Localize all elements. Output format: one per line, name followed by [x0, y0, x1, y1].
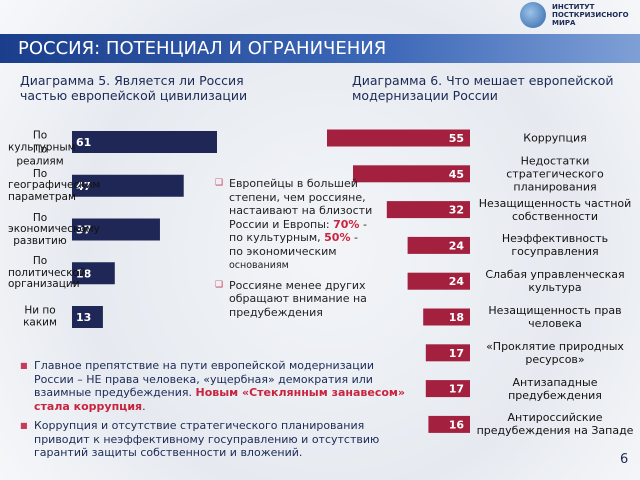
bar: [72, 131, 217, 153]
bar: [423, 308, 470, 326]
bar: [353, 165, 470, 183]
org-line: ИНСТИТУТ: [552, 3, 595, 11]
category-label: Антироссийские предубеждения на Западе: [476, 411, 634, 438]
chart-title: Диаграмма 5. Является ли Россия частью е…: [20, 73, 248, 103]
bar: [72, 262, 115, 285]
text: Россияне менее других обращают внимание …: [229, 278, 367, 319]
category-label: Слабая управленческая культура: [485, 268, 625, 295]
category-label: Антизападные предубеждения: [508, 375, 602, 402]
category-label: «Проклятие природных ресурсов»: [486, 339, 624, 366]
value-label: 16: [449, 418, 465, 431]
bar: [72, 218, 160, 241]
value-label: 17: [449, 347, 464, 360]
value-label: 61: [76, 136, 91, 149]
text: 50%: [324, 231, 351, 244]
text: Европейцы в большей степени, чем россиян…: [229, 177, 373, 231]
org-line: МИРА: [552, 19, 576, 27]
value-label: 24: [449, 239, 465, 252]
value-label: 32: [449, 204, 464, 217]
bar: [72, 174, 184, 197]
notes: Главное препятствие на пути европейской …: [20, 359, 410, 466]
category-label: По географическим параметрам: [8, 167, 101, 203]
category-label: Незащищенность частной собственности: [478, 196, 632, 223]
text: .: [142, 399, 146, 413]
text: - по культурным,: [229, 217, 367, 245]
bar: [407, 236, 470, 254]
logo-text: ИНСТИТУТ ПОСТКРИЗИСНОГО МИРА: [552, 3, 629, 27]
bar: [72, 306, 103, 328]
text: - по экономическим: [229, 231, 358, 258]
org-line: ПОСТКРИЗИСНОГО: [552, 11, 629, 19]
text: основаниям: [229, 260, 289, 271]
value-label: 13: [76, 311, 91, 324]
value-label: 17: [449, 383, 464, 396]
category-label: Неэффективность госуправления: [501, 232, 609, 259]
callout-item: Европейцы в большей степени, чем россиян…: [215, 177, 375, 273]
title-band: [0, 34, 640, 63]
bar: [327, 129, 470, 147]
value-label: 37: [76, 224, 91, 237]
bar: [386, 201, 470, 219]
bar: [425, 344, 470, 362]
category-label: По культурным: [8, 129, 76, 153]
note: Коррупция и отсутствие стратегического п…: [20, 419, 410, 460]
annotation: По реалиям: [16, 143, 64, 167]
slide-title: РОССИЯ: ПОТЕНЦИАЛ И ОГРАНИЧЕНИЯ: [18, 38, 387, 59]
category-label: По политической организации: [8, 255, 86, 290]
text: Коррупция и отсутствие стратегического п…: [34, 419, 380, 459]
bar: [425, 380, 470, 398]
value-label: 24: [449, 275, 465, 288]
chart-title: Диаграмма 6. Что мешает европейской моде…: [352, 73, 614, 103]
category-label: Коррупция: [523, 131, 587, 145]
text: Главное препятствие на пути европейской …: [34, 359, 375, 399]
category-label: Недостатки стратегического планирования: [506, 154, 604, 194]
category-label: По экономическому развитию: [8, 211, 100, 247]
note: Главное препятствие на пути европейской …: [20, 359, 410, 413]
category-label: Незащищенность прав человека: [488, 304, 622, 330]
bar: [428, 415, 470, 433]
category-label: Ни по каким: [23, 304, 57, 328]
value-label: 55: [449, 132, 464, 145]
value-label: 45: [449, 168, 464, 181]
text: Новым «Стеклянным занавесом» стала корру…: [34, 386, 406, 413]
value-label: 18: [76, 267, 91, 280]
callout: Европейцы в большей степени, чем россиян…: [215, 177, 375, 325]
logo-globe: [520, 2, 546, 28]
text: 70%: [333, 217, 360, 231]
value-label: 18: [449, 311, 464, 324]
callout-item: Россияне менее других обращают внимание …: [215, 279, 375, 320]
page-number: 6: [620, 452, 629, 467]
value-label: 47: [76, 180, 91, 193]
bar: [407, 272, 470, 290]
